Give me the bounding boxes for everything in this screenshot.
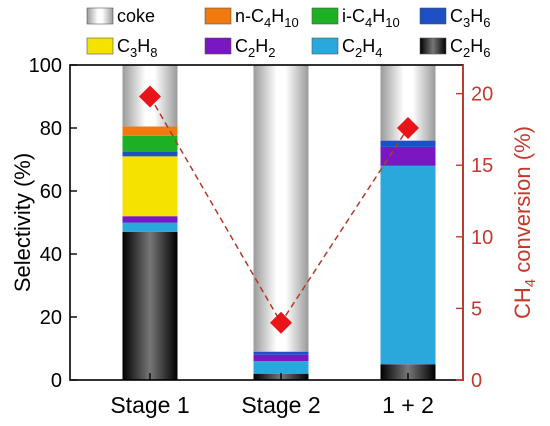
bar-segment-c2h4 — [380, 165, 436, 365]
legend-item-c2h4: C2H4 — [311, 36, 382, 60]
legend-swatch — [311, 37, 339, 55]
legend-swatch — [419, 7, 447, 25]
y2-axis-label: CH4 conversion (%) — [510, 126, 539, 319]
legend-item-c3h8: C3H8 — [86, 36, 157, 60]
bar-segment-c2h4 — [122, 222, 178, 232]
left-tick-label: 80 — [40, 118, 62, 140]
right-tick-label: 15 — [471, 155, 493, 177]
left-tick-label: 60 — [40, 181, 62, 203]
legend-item-n_c4h10: n-C4H10 — [204, 6, 299, 30]
left-tick-label: 0 — [51, 370, 62, 392]
bar-segment-n_c4h10 — [122, 126, 178, 136]
legend: coke n-C4H10 i-C4H10 C3H6 C3H8 C2H2 C2H4 C2H6 — [86, 6, 490, 60]
conversion-point — [139, 85, 161, 108]
legend-item-i_c4h10: i-C4H10 — [311, 6, 400, 30]
category-label: Stage 2 — [241, 392, 320, 418]
bar-1-2 — [380, 65, 436, 380]
right-tick-label: 0 — [471, 370, 482, 392]
bar-segment-c2h2 — [380, 146, 436, 166]
legend-swatch — [204, 37, 232, 55]
legend-swatch — [311, 7, 339, 25]
bar-stage-2 — [253, 65, 309, 380]
bar-segment-c3h6 — [380, 140, 436, 147]
legend-label: C3H6 — [450, 6, 490, 30]
conversion-series — [139, 85, 419, 334]
left-tick-label: 20 — [40, 307, 62, 329]
legend-swatch — [86, 7, 114, 25]
bar-stage-1 — [122, 65, 178, 380]
legend-label: C2H2 — [235, 36, 275, 60]
category-label: 1 + 2 — [382, 392, 434, 418]
bar-segment-c2h2 — [253, 354, 309, 362]
bar-segment-c3h6 — [253, 351, 309, 355]
right-tick-label: 5 — [471, 298, 482, 320]
legend-label: C3H8 — [117, 36, 157, 60]
conversion-point — [270, 311, 292, 334]
legend-label: coke — [117, 6, 155, 26]
right-tick-label: 20 — [471, 84, 493, 106]
bar-segment-c3h6 — [122, 151, 178, 157]
conversion-point — [397, 117, 419, 139]
legend-item-c2h6: C2H6 — [419, 36, 490, 60]
y-axis-label: Selectivity (%) — [10, 153, 35, 292]
legend-label: n-C4H10 — [235, 6, 299, 30]
legend-label: C2H6 — [450, 36, 490, 60]
bar-segment-c2h2 — [122, 216, 178, 223]
bar-segment-coke — [253, 65, 309, 352]
legend-item-c3h6: C3H6 — [419, 6, 490, 30]
legend-item-c2h2: C2H2 — [204, 36, 275, 60]
bars — [122, 65, 436, 380]
bar-segment-c2h6 — [122, 231, 178, 380]
legend-swatch — [204, 7, 232, 25]
bar-segment-c2h4 — [253, 361, 309, 374]
left-tick-label: 40 — [40, 244, 62, 266]
left-tick-label: 100 — [29, 55, 62, 77]
right-tick-label: 10 — [471, 227, 493, 249]
axes: 0 20 40 60 80 100 0 5 10 15 20 Stage 1 Stage 2 1 + 2 S… — [10, 55, 539, 418]
legend-swatch — [419, 37, 447, 55]
bar-segment-c2h6 — [380, 364, 436, 380]
legend-label: i-C4H10 — [342, 6, 400, 30]
legend-swatch — [86, 37, 114, 55]
bar-segment-c3h8 — [122, 156, 178, 217]
legend-item-coke: coke — [86, 6, 155, 26]
legend-label: C2H4 — [342, 36, 382, 60]
bar-segment-i_c4h10 — [122, 135, 178, 152]
category-label: Stage 1 — [110, 392, 189, 418]
